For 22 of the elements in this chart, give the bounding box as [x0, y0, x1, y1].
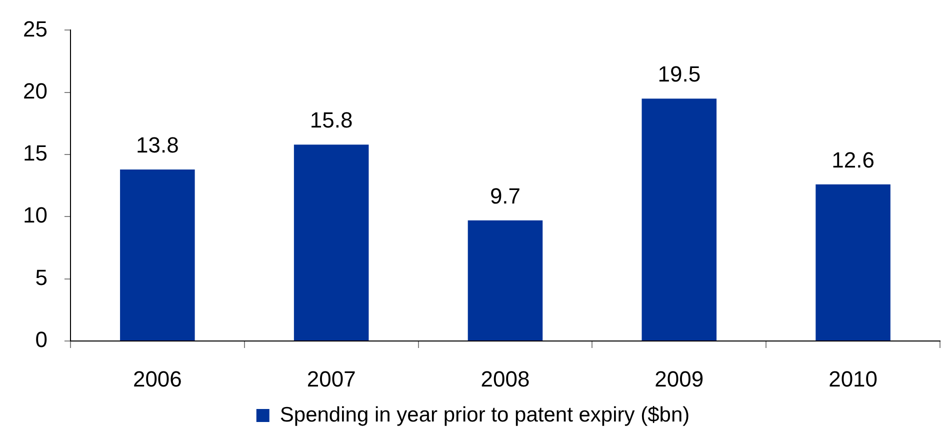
x-tick-label: 2009 [654, 366, 704, 392]
bar [468, 220, 543, 340]
y-tick-label: 25 [22, 16, 48, 42]
data-label: 12.6 [832, 147, 874, 172]
y-tick-label: 5 [35, 264, 48, 290]
x-tick-label: 2010 [828, 366, 878, 392]
y-tick-label: 20 [22, 78, 48, 104]
bar [642, 98, 717, 340]
x-tick-label: 2006 [132, 366, 182, 392]
y-tick-label: 0 [35, 327, 48, 352]
data-label: 13.8 [136, 132, 179, 158]
legend-label: Spending in year prior to patent expiry ($bn) [280, 403, 690, 426]
data-label: 15.8 [310, 108, 353, 133]
bar [120, 169, 195, 340]
bar [816, 184, 890, 340]
x-tick-label: 2008 [480, 366, 530, 392]
y-tick-label: 10 [22, 202, 48, 228]
data-label: 9.7 [490, 183, 521, 208]
x-tick-label: 2007 [306, 366, 356, 392]
y-tick-label: 15 [22, 140, 48, 166]
bar [294, 144, 369, 340]
data-label: 19.5 [658, 62, 701, 87]
